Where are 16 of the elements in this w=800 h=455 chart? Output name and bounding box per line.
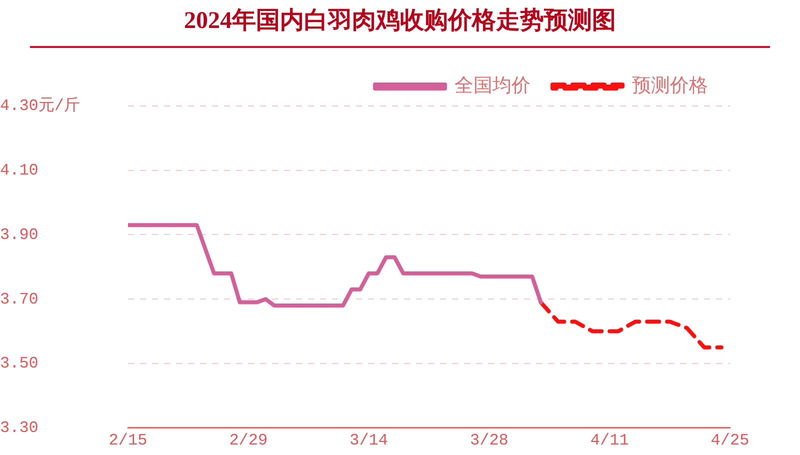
line-series	[538, 300, 724, 350]
x-tick-label: 3/28	[470, 432, 508, 450]
y-tick-label: 3.30	[0, 419, 38, 438]
chart-title: 2024年国内白羽肉鸡收购价格走势预测图	[30, 4, 770, 48]
x-tick-label: 2/15	[108, 432, 148, 450]
y-tick-label: 3.90	[0, 226, 38, 244]
x-tick-label: 4/25	[710, 432, 750, 450]
y-tick-label: 3.50	[0, 354, 38, 373]
x-tick-label: 3/14	[350, 432, 388, 450]
x-tick-label: 4/11	[590, 432, 629, 450]
y-tick-label: 3.70	[0, 290, 38, 308]
legend-label: 预测价格	[632, 74, 708, 96]
y-tick-label: 4.10	[0, 162, 38, 180]
x-tick-label: 2/29	[229, 432, 268, 450]
legend-label: 全国均价	[454, 74, 530, 96]
y-tick-label: 4.30元/斤	[0, 96, 80, 116]
